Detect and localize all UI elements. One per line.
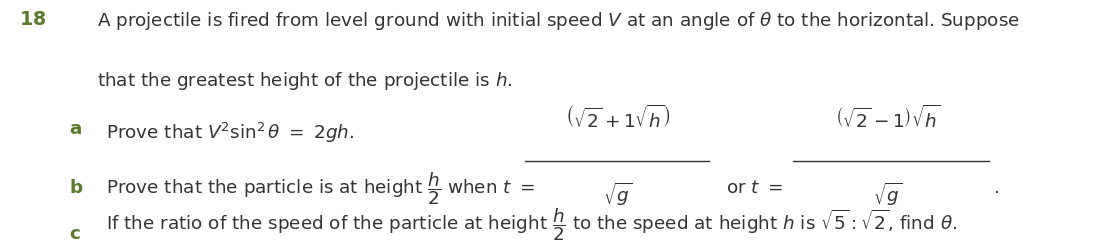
- Text: $\mathbf{18}$: $\mathbf{18}$: [19, 10, 46, 29]
- Text: $\mathbf{a}$: $\mathbf{a}$: [69, 120, 83, 138]
- Text: or $t\ =$: or $t\ =$: [726, 178, 783, 196]
- Text: that the greatest height of the projectile is $h$.: that the greatest height of the projecti…: [97, 70, 513, 92]
- Text: Prove that $V^2\sin^2\theta\ =\ 2gh$.: Prove that $V^2\sin^2\theta\ =\ 2gh$.: [106, 120, 354, 144]
- Text: $\mathbf{c}$: $\mathbf{c}$: [69, 224, 80, 242]
- Text: .: .: [994, 178, 1000, 196]
- Text: $\left(\sqrt{2}-1\right)\sqrt{h}$: $\left(\sqrt{2}-1\right)\sqrt{h}$: [836, 104, 941, 131]
- Text: A projectile is fired from level ground with initial speed $V$ at an angle of $\: A projectile is fired from level ground …: [97, 10, 1020, 32]
- Text: $\sqrt{g}$: $\sqrt{g}$: [873, 180, 903, 207]
- Text: $\sqrt{g}$: $\sqrt{g}$: [603, 180, 632, 207]
- Text: $\mathbf{b}$: $\mathbf{b}$: [69, 178, 84, 196]
- Text: $\left(\sqrt{2}+1\sqrt{h}\right)$: $\left(\sqrt{2}+1\sqrt{h}\right)$: [565, 104, 670, 131]
- Text: If the ratio of the speed of the particle at height $\dfrac{h}{2}$ to the speed : If the ratio of the speed of the particl…: [106, 206, 957, 242]
- Text: Prove that the particle is at height $\dfrac{h}{2}$ when $t\ =$: Prove that the particle is at height $\d…: [106, 169, 535, 206]
